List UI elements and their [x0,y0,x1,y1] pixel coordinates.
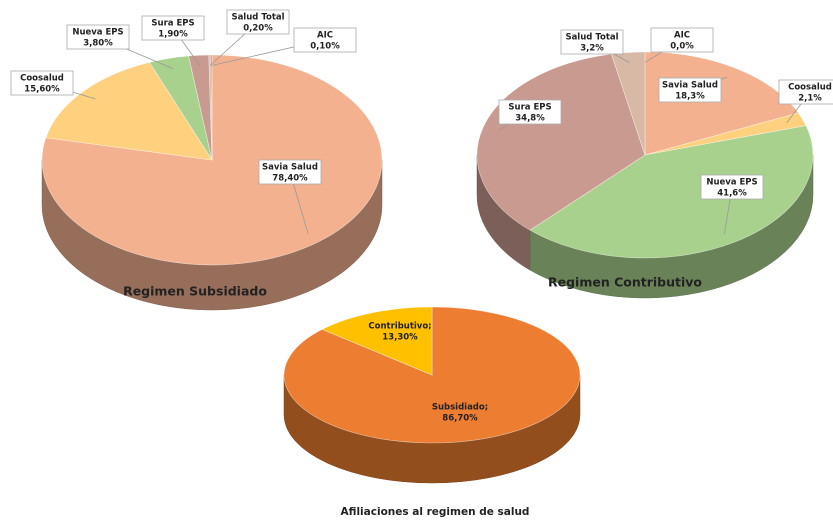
label-box [141,15,205,41]
slice-value: 13,30% [382,333,418,343]
slice-top [321,306,433,376]
slice-value: 34,8% [515,114,545,124]
slice-top [476,53,646,231]
chart-title: Regimen Contributivo [548,275,702,290]
slice-label: Salud Total [565,33,618,43]
slice-value: 78,40% [272,174,308,184]
slice-label: Nueva EPS [706,178,757,188]
slice-label: Nueva EPS [72,28,123,38]
slice-value: 18,3% [675,92,705,102]
pie-slice [45,62,213,161]
slice-label: Savia Salud [262,163,318,173]
chart-title: Afiliaciones al regimen de salud [341,506,530,518]
slice-value: 0,10% [310,42,340,52]
chart-title: Regimen Subsidiado [123,284,267,299]
slice-value: 2,1% [798,94,822,104]
label-box [700,174,764,200]
label-box [658,77,722,103]
slice-value: 41,6% [717,189,747,199]
slice-label: Coosalud [20,74,64,84]
slice-value: 3,2% [580,44,604,54]
slice-label: Coosalud [788,83,832,93]
slice-top [210,54,213,161]
label-box [10,70,74,96]
slice-label: Subsidiado; [432,403,488,413]
pie-slice [321,306,433,376]
label-box [66,24,130,50]
slice-top [529,125,814,259]
label-box [498,99,562,125]
slice-label: Sura EPS [508,103,551,113]
label-box [226,9,290,35]
pie-slice [210,54,213,161]
label-box [560,29,624,55]
slice-value: 15,60% [24,85,60,95]
slice-value: 0,20% [243,24,273,34]
slice-label: Savia Salud [662,81,718,91]
slice-label: Contributivo; [368,322,431,332]
label-box [293,27,357,53]
pie-slice [476,53,646,271]
label-box [258,159,322,185]
slice-value: 1,90% [158,30,188,40]
slice-value: 0,0% [670,42,694,52]
label-box [650,27,714,53]
pie-slice [529,125,814,299]
label-box [778,79,833,105]
slice-label: Sura EPS [151,19,194,29]
slice-value: 3,80% [83,39,113,49]
slice-label: AIC [317,31,333,41]
slice-label: Salud Total [231,13,284,23]
slice-top [45,62,213,161]
slice-value: 86,70% [442,414,478,424]
slice-label: AIC [674,31,690,41]
